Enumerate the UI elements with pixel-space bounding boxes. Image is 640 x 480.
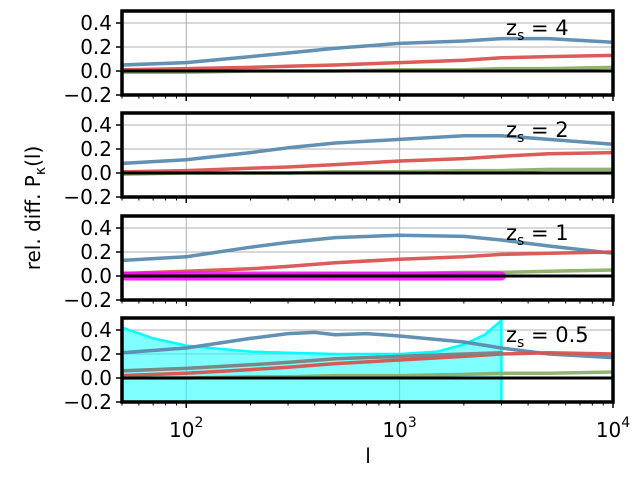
y-axis-title-subscript: κ [33,167,49,175]
panel-2-frame [120,214,615,302]
y-axis-title: rel. diff. Pκ(l) [21,146,49,271]
panel-2-y-tick-label-0: −0.2 [63,288,112,312]
panel-3-redshift-label: zs = 0.5 [506,323,589,351]
panel-1-series-red [122,150,613,174]
panel-2-series-red [122,250,613,276]
panel-0-background [122,11,613,95]
panel-3-y-tick-label-1: 0.0 [80,366,112,390]
panel-2-y-tick-label-1: 0.0 [80,264,112,288]
x-tick-label-1: 103 [382,415,416,442]
panel-1-y-tick-label-0: −0.2 [63,185,112,209]
x-tick-label-2: 104 [596,415,630,442]
panel-3-series-blue [122,330,613,360]
x-tick-label-0: 102 [169,415,203,442]
panel-0-redshift-label: zs = 4 [506,16,569,44]
panel-1: −0.20.00.20.4 zs = 2 [63,111,615,209]
panel-2-y-tick-label-2: 0.2 [80,240,112,264]
panel-1-series-blue [122,134,613,166]
y-axis-title-main: rel. diff. P [21,175,45,270]
panel-1-y-tick-label-2: 0.2 [80,137,112,161]
panel-1-y-tick-label-1: 0.0 [80,161,112,185]
panel-1-frame [120,111,615,199]
panel-3-y-tick-label-2: 0.2 [80,342,112,366]
panel-3-y-tick-label-0: −0.2 [63,390,112,414]
panel-0-frame [120,9,615,97]
panel-2-series-blue [122,233,613,263]
panel-1-redshift-label: zs = 2 [506,118,569,146]
panel-0-y-tick-label-3: 0.4 [80,11,112,35]
panel-3-series-red [122,351,613,378]
panel-2-redshift-label: zs = 1 [506,221,569,249]
x-axis-title: l [365,444,371,468]
panel-3-series-gray [122,351,504,373]
y-axis-title-suffix: (l) [21,146,45,167]
panel-3-frame [120,316,615,404]
x-tick-labels: 102 103 104 [169,415,630,442]
panel-3-y-tick-label-3: 0.4 [80,318,112,342]
panel-1-y-tick-label-3: 0.4 [80,113,112,137]
panel-0: −0.20.00.20.4 zs = 4 [63,9,615,107]
panel-0-y-tick-label-1: 0.0 [80,59,112,83]
panel-0-series-blue [122,36,613,67]
panel-2: −0.20.00.20.4 zs = 1 [63,214,615,312]
panel-3-plot-area [122,318,613,402]
panel-0-y-tick-label-2: 0.2 [80,35,112,59]
panel-0-series-red [122,53,613,72]
panel-2-y-tick-label-3: 0.4 [80,216,112,240]
panel-2-background [122,216,613,300]
panel-3: −0.20.00.20.4 zs = 0.5 [63,316,615,414]
panels-layer: −0.20.00.20.4 zs = 4−0.20.00.20.4 zs = 2−0… [63,9,615,414]
panel-0-y-tick-label-0: −0.2 [63,83,112,107]
